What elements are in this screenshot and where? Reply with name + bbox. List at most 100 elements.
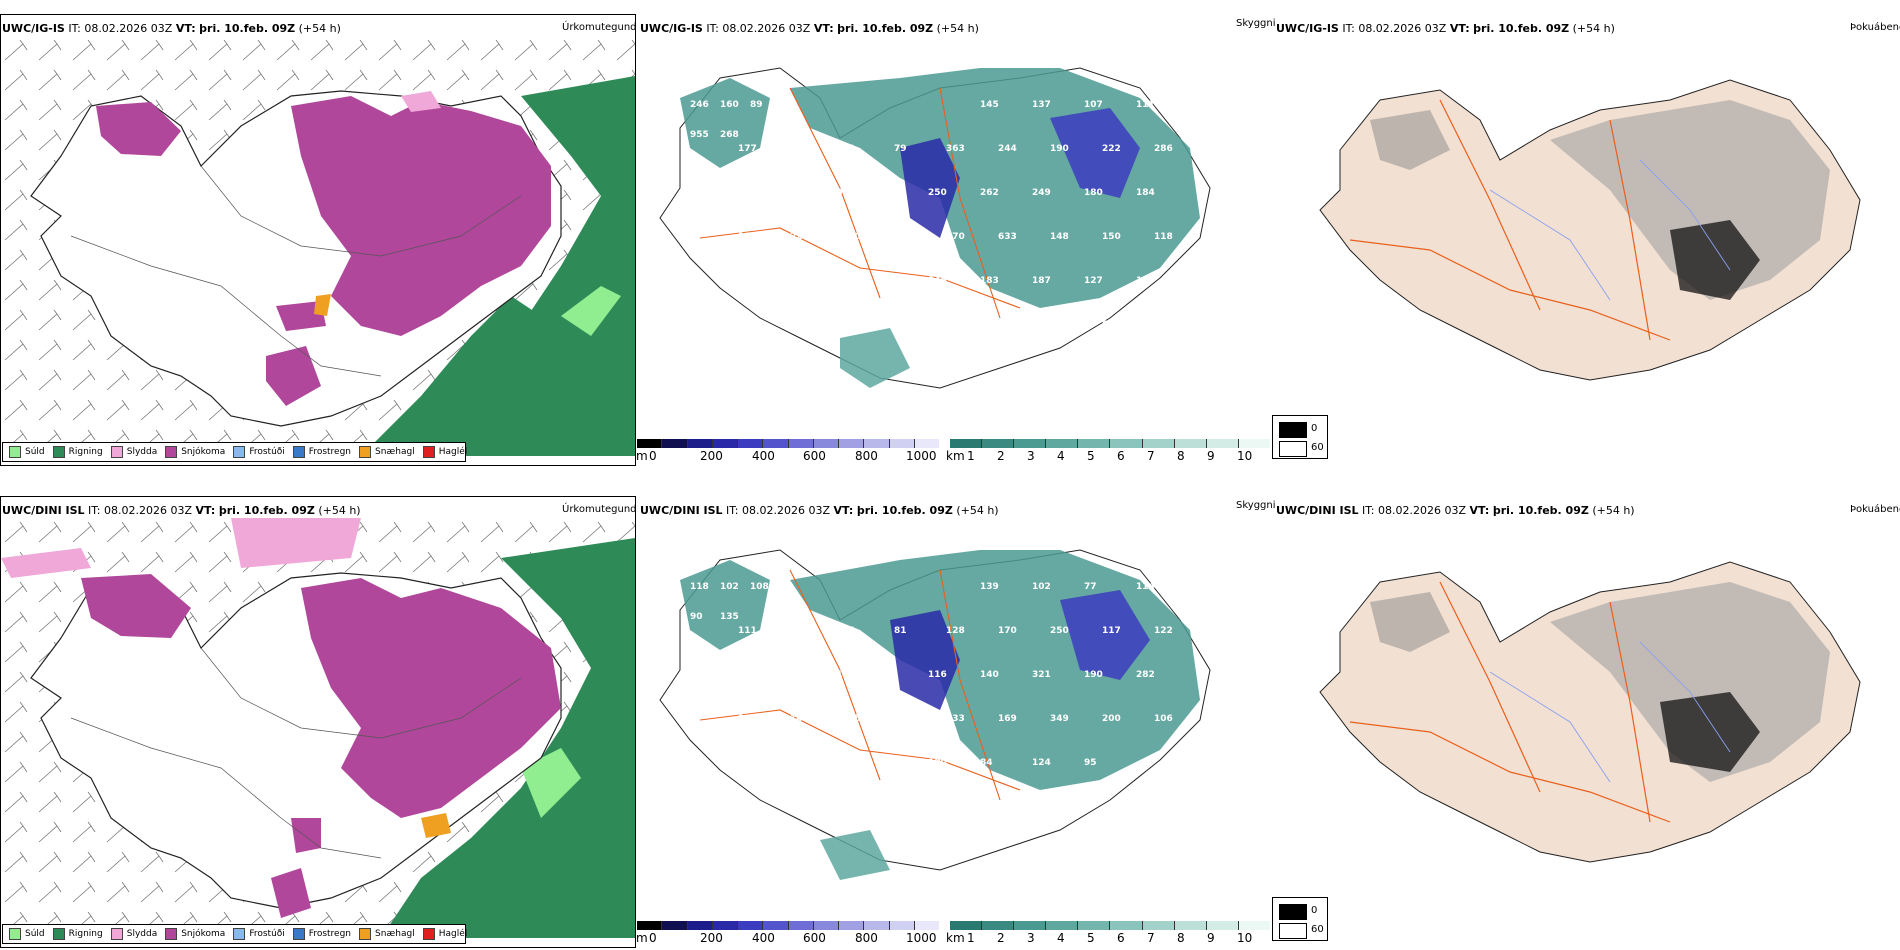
tick: 600 — [803, 449, 826, 463]
cb-seg — [662, 439, 688, 448]
legend-item: Haglél — [422, 446, 467, 458]
cloud-base-label: 128 — [946, 626, 965, 636]
rain-area — [401, 76, 635, 456]
cloud-base-label: 268 — [720, 130, 739, 140]
precip-title: Úrkomutegund — [562, 22, 637, 33]
fog-title: Þokuábendi — [1850, 504, 1900, 515]
fog-legend-1: 0 60 — [1272, 415, 1328, 459]
cb-seg — [1238, 921, 1270, 930]
cloud-base-label: 321 — [1032, 670, 1051, 680]
cloud-base-label: 101 — [790, 144, 809, 154]
header-fog-2: UWC/DINI ISL IT: 08.02.2026 03Z VT: þri.… — [1276, 504, 1635, 517]
cloud-base-label: 190 — [1084, 670, 1103, 680]
cloud-base-label: 180 — [928, 758, 947, 768]
legend-swatch — [359, 446, 372, 458]
cloud-base-label: 349 — [1050, 714, 1069, 724]
cb-seg — [738, 439, 764, 448]
header-vis-2: UWC/DINI ISL IT: 08.02.2026 03Z VT: þri.… — [640, 504, 999, 517]
cb-seg — [889, 921, 915, 930]
cb-seg — [813, 439, 839, 448]
cb-seg — [1174, 439, 1207, 448]
cb-seg — [1206, 439, 1239, 448]
cloud-base-label: 955 — [690, 130, 709, 140]
visibility-colorbar — [950, 439, 1270, 448]
graupel-area — [314, 294, 331, 316]
cloud-base-label: 470 — [946, 232, 965, 242]
cb-seg — [712, 921, 738, 930]
cb-seg — [914, 921, 939, 930]
low-cloudbase-area — [900, 138, 960, 238]
cloud-base-label: 684 — [946, 320, 965, 330]
cloud-base-label: 66 — [842, 626, 855, 636]
model-name: UWC/IG-IS — [2, 22, 65, 35]
cloud-base-label: 129 — [1136, 276, 1155, 286]
cb-seg — [712, 439, 738, 448]
cloud-base-label: 137 — [1032, 100, 1051, 110]
cb-seg — [889, 439, 915, 448]
cloud-base-label: 250 — [1050, 626, 1069, 636]
cb-seg — [1014, 439, 1047, 448]
legend-swatch — [165, 928, 178, 940]
tick: 600 — [803, 931, 826, 945]
fog-shading — [1550, 100, 1830, 300]
cloud-base-label: 184 — [1136, 188, 1155, 198]
tick: 9 — [1207, 931, 1215, 945]
fog-map-2 — [1319, 561, 1861, 863]
legend-item: Frostúði — [233, 446, 285, 458]
cloud-base-label: 153 — [894, 232, 913, 242]
tick: 6 — [1117, 931, 1125, 945]
cloud-base-label: 252 — [876, 276, 895, 286]
cloud-base-label: 116 — [928, 670, 947, 680]
legend-swatch — [9, 928, 21, 940]
cb-seg — [788, 439, 814, 448]
tick: 200 — [700, 931, 723, 945]
init-time: IT: 08.02.2026 03Z — [68, 22, 173, 35]
cloud-base-label: 262 — [980, 188, 999, 198]
cb-seg — [1142, 439, 1175, 448]
fog-legend-white-label: 60 — [1311, 442, 1324, 453]
cloud-base-label: 200 — [1102, 714, 1121, 724]
cloud-base-label: 214 — [738, 714, 757, 724]
legend-item: Snæhagl — [359, 928, 415, 940]
cloud-base-label: 109 — [824, 188, 843, 198]
cloud-base-label: 171 — [824, 670, 843, 680]
precip-legend-2: Súld Rigning Slydda Snjókoma Frostúði Fr… — [2, 924, 467, 944]
legend-item: Súld — [9, 446, 45, 458]
cloud-base-label: 139 — [980, 582, 999, 592]
lead-time: (+54 h) — [298, 22, 341, 35]
cb-seg — [839, 921, 865, 930]
cloud-base-label: 84 — [980, 758, 993, 768]
cloud-base-label: 90 — [690, 612, 703, 622]
tick: 2 — [997, 931, 1005, 945]
tick: 800 — [855, 449, 878, 463]
cloud-base-label: 193 — [720, 276, 739, 286]
tick: 0 — [649, 931, 657, 945]
drizzle-area — [561, 286, 621, 336]
cloud-base-label: 286 — [1154, 144, 1173, 154]
legend-item: Snjókoma — [165, 446, 225, 458]
cloudbase-unit: m — [636, 449, 648, 463]
cb-seg — [687, 439, 713, 448]
cb-seg — [1206, 921, 1239, 930]
cloud-base-label: 140 — [980, 670, 999, 680]
legend-swatch — [165, 446, 178, 458]
tick: 400 — [752, 931, 775, 945]
precip-map-2 — [1, 518, 635, 938]
cloudbase-unit: m — [636, 931, 648, 945]
cloud-base-label: 250 — [928, 188, 947, 198]
cloud-base-label: 144 — [790, 714, 809, 724]
cb-seg — [813, 921, 839, 930]
tick: 8 — [1177, 449, 1185, 463]
cloud-base-label: 113 — [824, 758, 843, 768]
cloud-base-label: 133 — [772, 670, 791, 680]
tick: 7 — [1147, 931, 1155, 945]
sleet-area — [401, 91, 441, 112]
cloud-base-label: 181 — [790, 320, 809, 330]
tick: 4 — [1057, 931, 1065, 945]
fog-legend-black — [1279, 422, 1307, 438]
precip-map-1 — [1, 36, 635, 456]
cloud-base-label: 118 — [1154, 232, 1173, 242]
tick: 1 — [967, 449, 975, 463]
tick: 400 — [752, 449, 775, 463]
cb-seg — [738, 921, 764, 930]
